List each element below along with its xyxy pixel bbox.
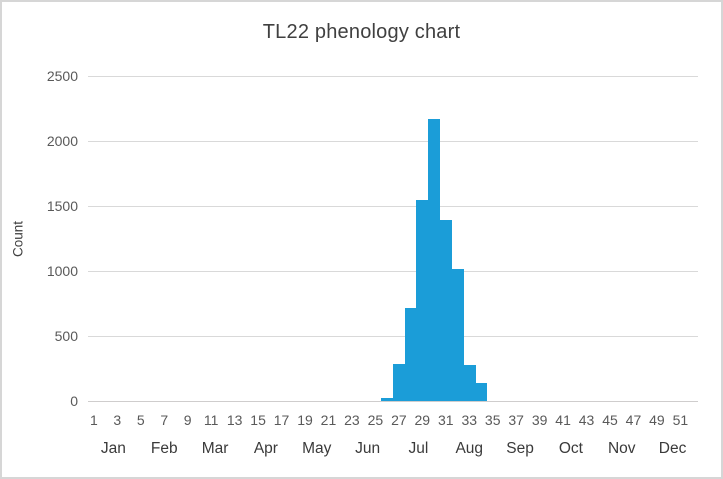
x-week-label-25: 25 (367, 412, 384, 428)
x-month-label-may: May (302, 440, 332, 457)
bar-week-32 (451, 269, 464, 401)
x-week-label-29: 29 (414, 412, 431, 428)
x-month-label-oct: Oct (558, 440, 583, 457)
gridline-y1000 (88, 271, 698, 272)
y-tick-label-0: 0 (70, 393, 78, 409)
bar-week-28 (404, 308, 417, 401)
x-week-label-43: 43 (578, 412, 595, 428)
x-month-label-jun: Jun (355, 440, 381, 457)
x-week-label-1: 1 (89, 412, 98, 428)
x-week-label-9: 9 (183, 412, 192, 428)
x-month-label-aug: Aug (455, 440, 484, 457)
x-week-label-19: 19 (297, 412, 313, 428)
x-week-label-37: 37 (508, 412, 524, 428)
x-week-label-17: 17 (273, 412, 290, 428)
x-week-label-3: 3 (113, 412, 122, 428)
bar-week-31 (439, 220, 453, 401)
bar-week-34 (475, 382, 488, 401)
y-tick-label-1000: 1000 (46, 263, 78, 279)
gridline-y2500 (88, 76, 698, 77)
x-week-label-41: 41 (555, 412, 571, 428)
bar-week-30 (428, 118, 441, 401)
x-week-label-21: 21 (320, 412, 337, 428)
x-week-label-27: 27 (391, 412, 407, 428)
x-month-label-mar: Mar (201, 440, 229, 457)
x-week-label-5: 5 (136, 412, 145, 428)
bar-week-29 (416, 199, 429, 401)
gridline-y2000 (88, 141, 698, 142)
y-tick-label-1500: 1500 (46, 198, 78, 214)
x-week-label-47: 47 (625, 412, 642, 428)
y-axis-title: Count (10, 220, 26, 258)
x-week-label-35: 35 (484, 412, 501, 428)
chart-title: TL22 phenology chart (262, 21, 461, 43)
x-month-label-nov: Nov (607, 440, 636, 457)
gridline-y500 (88, 336, 698, 337)
gridline-y1500 (88, 206, 698, 207)
x-month-label-feb: Feb (150, 440, 178, 457)
x-axis-line (88, 401, 698, 402)
x-week-label-7: 7 (160, 412, 169, 428)
x-week-label-39: 39 (531, 412, 548, 428)
y-tick-label-2000: 2000 (46, 133, 78, 149)
bar-week-33 (463, 364, 476, 401)
y-tick-label-500: 500 (54, 328, 78, 344)
x-month-label-jul: Jul (408, 440, 429, 457)
x-month-label-sep: Sep (506, 440, 534, 457)
x-month-label-dec: Dec (658, 440, 687, 457)
x-week-label-23: 23 (344, 412, 360, 428)
x-week-label-49: 49 (649, 412, 665, 428)
x-month-label-jan: Jan (100, 440, 126, 457)
x-week-label-33: 33 (461, 412, 478, 428)
x-week-label-45: 45 (602, 412, 618, 428)
x-week-label-31: 31 (437, 412, 454, 428)
x-week-label-13: 13 (226, 412, 243, 428)
x-week-label-15: 15 (250, 412, 266, 428)
y-tick-label-2500: 2500 (46, 68, 78, 84)
x-week-label-11: 11 (203, 412, 219, 428)
bar-week-27 (393, 363, 406, 401)
x-month-label-apr: Apr (253, 440, 278, 457)
x-week-label-51: 51 (672, 412, 689, 428)
bar-week-26 (381, 397, 394, 401)
